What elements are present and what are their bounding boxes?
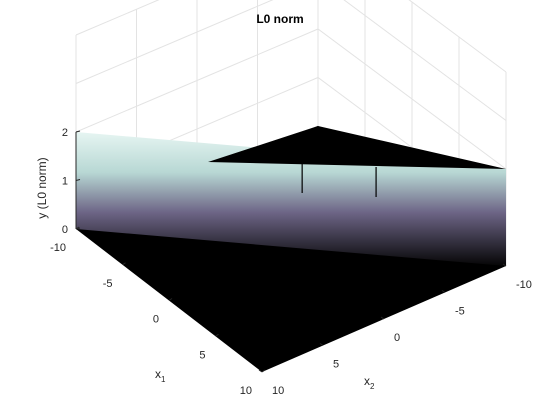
x2-tick [380,316,385,320]
x1-tick-label: 5 [199,349,205,361]
x1-tick [261,369,266,373]
z-tick-label: 2 [62,127,68,139]
x2-tick-label: 10 [272,385,284,397]
chart-title: L0 norm [256,12,303,26]
x1-tick-label: 0 [153,314,159,326]
x2-axis-label: x2 [364,374,375,391]
x1-tick-label: 10 [240,385,252,397]
x2-tick-label: 5 [333,359,339,371]
x2-tick [441,290,446,293]
x1-axis-label: x1 [155,367,166,384]
tick-labels: 0 1 2 -10 -5 0 5 10 -10 -5 0 5 10 [50,127,532,397]
x2-tick [502,263,507,267]
grid-line [75,0,507,73]
surface-ridge-wall [76,126,506,266]
x1-tick-label: -10 [50,242,66,254]
z-tick-label: 1 [62,176,68,188]
x1-tick [215,333,219,337]
x1-tick [122,262,126,266]
x2-tick-label: -10 [516,279,532,291]
x2-tick-label: 0 [394,332,400,344]
x1-tick [168,298,173,301]
z-axis-label: y (L0 norm) [35,157,49,218]
x2-tick-label: -5 [455,306,465,318]
axis-lines [75,130,507,373]
grid-line [75,0,507,121]
z-tick [75,130,81,133]
grid-line [75,28,507,170]
x2-tick [258,369,263,373]
x1-tick-label: -5 [103,278,113,290]
x2-tick [319,343,324,346]
x1-tick [75,226,80,230]
z-tick-label: 0 [62,224,68,236]
z-tick [75,179,81,181]
back-floor-triangle [208,126,506,169]
